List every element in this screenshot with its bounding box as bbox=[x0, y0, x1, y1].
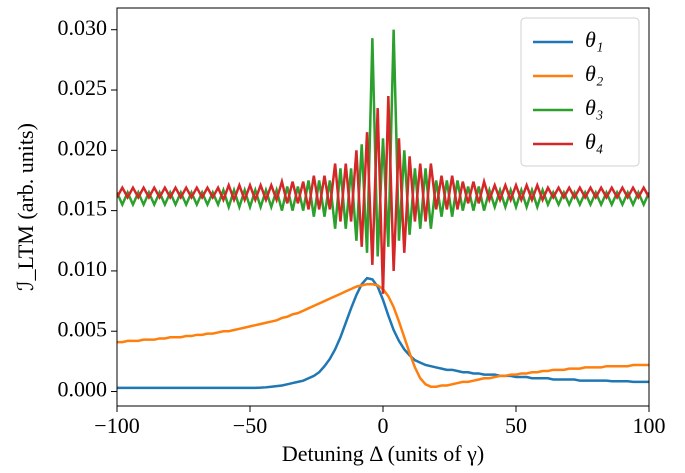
legend-label: θ₄ bbox=[585, 129, 603, 154]
y-tick-label: 0.020 bbox=[58, 135, 108, 160]
y-tick-label: 0.005 bbox=[58, 316, 108, 341]
x-tick-label: 100 bbox=[633, 413, 666, 438]
x-tick-label: −50 bbox=[233, 413, 267, 438]
x-tick-label: 0 bbox=[378, 413, 389, 438]
y-tick-label: 0.025 bbox=[58, 75, 108, 100]
x-tick-label: −100 bbox=[94, 413, 139, 438]
y-tick-label: 0.010 bbox=[58, 256, 108, 281]
y-axis-label: ℐ_LTM (arb. units) bbox=[13, 123, 38, 291]
legend-label: θ₂ bbox=[585, 61, 604, 86]
y-tick-label: 0.015 bbox=[58, 196, 108, 221]
line-series bbox=[117, 96, 649, 294]
x-tick-label: 50 bbox=[505, 413, 527, 438]
plot-frame bbox=[116, 7, 650, 407]
line-series bbox=[117, 276, 649, 390]
legend-box bbox=[520, 17, 640, 167]
y-tick-label: 0.030 bbox=[58, 15, 108, 40]
legend-label: θ₃ bbox=[585, 95, 603, 120]
line-series bbox=[117, 29, 649, 257]
y-tick-label: 0.000 bbox=[58, 377, 108, 402]
x-axis-label: Detuning Δ (units of γ) bbox=[282, 441, 484, 466]
legend-label: θ₁ bbox=[585, 27, 603, 52]
